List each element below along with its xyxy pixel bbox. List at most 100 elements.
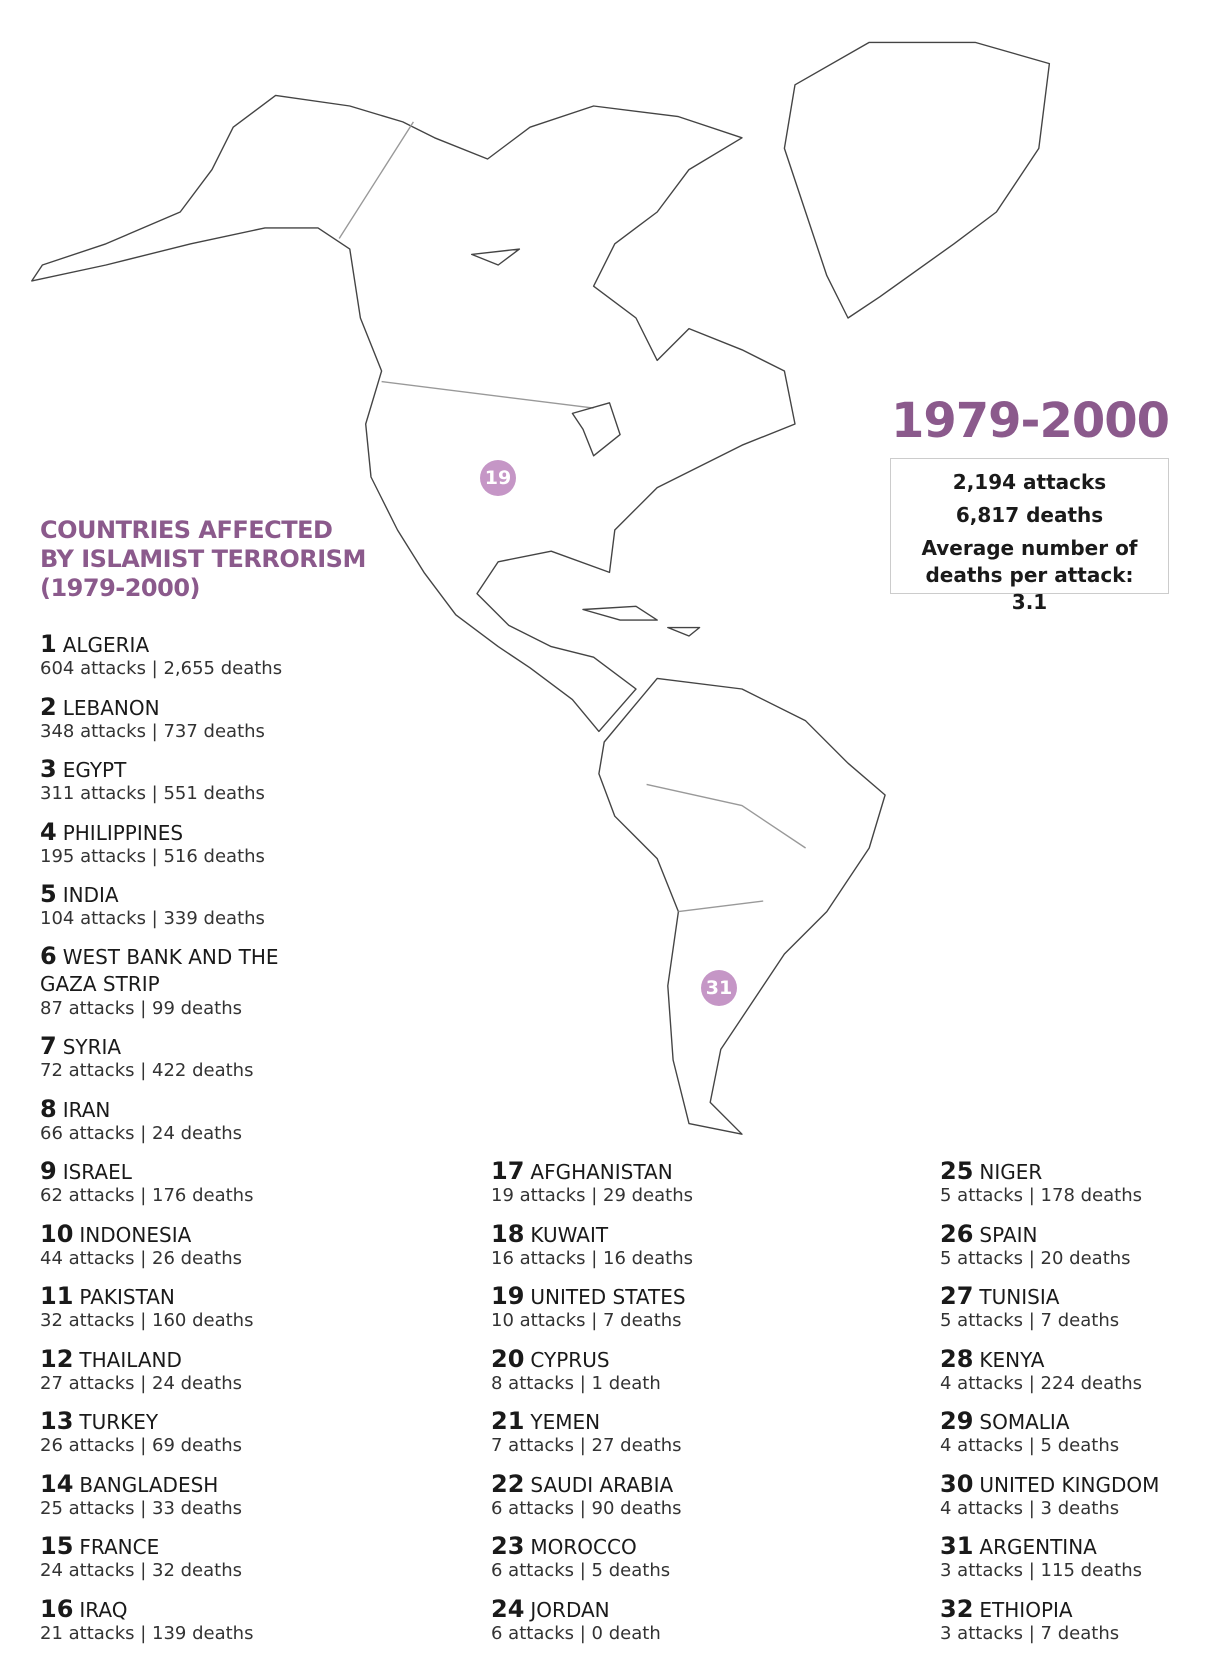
rank: 16 bbox=[40, 1594, 74, 1623]
country-heading: 5 INDIA bbox=[40, 880, 265, 908]
south-america bbox=[598, 677, 886, 1135]
country-entry: 25 NIGER 5 attacks | 178 deaths bbox=[940, 1157, 1142, 1206]
country-name: PHILIPPINES bbox=[62, 820, 184, 845]
country-entry: 10 INDONESIA 44 attacks | 26 deaths bbox=[40, 1220, 242, 1269]
country-entry: 16 IRAQ 21 attacks | 139 deaths bbox=[40, 1595, 253, 1644]
country-entry: 15 FRANCE 24 attacks | 32 deaths bbox=[40, 1532, 242, 1581]
great-lakes bbox=[471, 248, 621, 457]
map bbox=[31, 41, 1051, 1135]
period: 1979-2000 bbox=[890, 393, 1170, 449]
country-heading: 23 MOROCCO bbox=[491, 1532, 670, 1560]
rank: 21 bbox=[491, 1407, 525, 1435]
country-name: TURKEY bbox=[79, 1410, 159, 1434]
country-heading: 14 BANGLADESH bbox=[40, 1470, 242, 1498]
stat: Average number of deaths per attack: 3.1 bbox=[921, 536, 1138, 614]
rank: 12 bbox=[40, 1344, 74, 1373]
country-name: YEMEN bbox=[530, 1410, 601, 1434]
country-heading: 32 ETHIOPIA bbox=[940, 1595, 1119, 1623]
country-heading: 16 IRAQ bbox=[40, 1595, 253, 1623]
country-heading: 13 TURKEY bbox=[40, 1407, 242, 1435]
rank: 6 bbox=[40, 941, 57, 970]
country-detail: 6 attacks | 0 death bbox=[491, 1622, 661, 1644]
country-detail: 6 attacks | 5 deaths bbox=[491, 1560, 671, 1581]
country-detail: 311 attacks | 551 deaths bbox=[40, 783, 265, 804]
country-entry: 18 KUWAIT 16 attacks | 16 deaths bbox=[491, 1220, 693, 1269]
map-marker: 31 bbox=[701, 970, 737, 1006]
country-detail: 604 attacks | 2,655 deaths bbox=[40, 658, 283, 679]
country-heading: 22 SAUDI ARABIA bbox=[491, 1470, 682, 1498]
country-detail: 10 attacks | 7 deaths bbox=[491, 1310, 682, 1331]
north-america bbox=[31, 94, 796, 733]
caribbean bbox=[582, 605, 701, 637]
rank: 28 bbox=[940, 1344, 974, 1373]
country-heading: 31 ARGENTINA bbox=[940, 1532, 1142, 1560]
country-detail: 24 attacks | 32 deaths bbox=[40, 1560, 243, 1581]
country-entry: 12 THAILAND 27 attacks | 24 deaths bbox=[40, 1345, 242, 1394]
country-detail: 5 attacks | 20 deaths bbox=[940, 1247, 1131, 1269]
country-heading: 18 KUWAIT bbox=[491, 1220, 693, 1248]
country-name: KUWAIT bbox=[530, 1222, 609, 1247]
stat: 6,817 deaths bbox=[955, 503, 1104, 527]
country-detail: 62 attacks | 176 deaths bbox=[40, 1185, 254, 1206]
country-heading: 1 ALGERIA bbox=[40, 630, 282, 658]
country-heading: 15 FRANCE bbox=[40, 1532, 242, 1560]
country-entry: 21 YEMEN 7 attacks | 27 deaths bbox=[491, 1407, 682, 1456]
rank: 9 bbox=[40, 1157, 57, 1185]
country-entry: 31 ARGENTINA 3 attacks | 115 deaths bbox=[940, 1532, 1142, 1581]
country-name: INDIA bbox=[62, 883, 119, 907]
country-entry: 4 PHILIPPINES 195 attacks | 516 deaths bbox=[40, 818, 265, 867]
country-detail: 5 attacks | 178 deaths bbox=[940, 1185, 1143, 1206]
country-name: CYPRUS bbox=[530, 1347, 610, 1372]
country-heading: 25 NIGER bbox=[940, 1157, 1142, 1185]
country-entry: 3 EGYPT 311 attacks | 551 deaths bbox=[40, 755, 265, 804]
rank: 31 bbox=[940, 1532, 974, 1560]
country-name: ETHIOPIA bbox=[979, 1597, 1073, 1622]
country-name: ALGERIA bbox=[62, 633, 150, 657]
country-entry: 8 IRAN 66 attacks | 24 deaths bbox=[40, 1095, 242, 1144]
country-detail: 6 attacks | 90 deaths bbox=[491, 1497, 682, 1519]
country-entry: 1 ALGERIA 604 attacks | 2,655 deaths bbox=[40, 630, 282, 679]
country-detail: 25 attacks | 33 deaths bbox=[40, 1497, 243, 1519]
country-detail: 16 attacks | 16 deaths bbox=[491, 1247, 694, 1269]
country-detail: 27 attacks | 24 deaths bbox=[40, 1372, 243, 1394]
country-name: FRANCE bbox=[79, 1535, 160, 1559]
rank: 30 bbox=[940, 1469, 974, 1498]
country-name: IRAQ bbox=[79, 1597, 128, 1622]
rank: 13 bbox=[40, 1407, 74, 1435]
rank: 7 bbox=[40, 1032, 57, 1060]
country-detail: 8 attacks | 1 death bbox=[491, 1372, 661, 1394]
rank: 24 bbox=[491, 1594, 525, 1623]
rank: 27 bbox=[940, 1282, 974, 1310]
map-marker: 19 bbox=[480, 460, 516, 496]
country-name: UNITED STATES bbox=[530, 1285, 686, 1309]
country-entry: 23 MOROCCO 6 attacks | 5 deaths bbox=[491, 1532, 670, 1581]
country-name: WEST BANK AND THE GAZA STRIP bbox=[40, 944, 279, 996]
country-heading: 24 JORDAN bbox=[491, 1595, 661, 1623]
country-entry: 11 PAKISTAN 32 attacks | 160 deaths bbox=[40, 1282, 253, 1331]
rank: 4 bbox=[40, 817, 57, 846]
country-detail: 4 attacks | 5 deaths bbox=[940, 1435, 1120, 1456]
country-name: KENYA bbox=[979, 1347, 1045, 1372]
country-heading: 11 PAKISTAN bbox=[40, 1282, 253, 1310]
country-name: TUNISIA bbox=[979, 1285, 1060, 1309]
country-detail: 21 attacks | 139 deaths bbox=[40, 1622, 254, 1644]
stats-box: 2,194 attacks 6,817 deaths Average numbe… bbox=[890, 458, 1169, 614]
country-name: LEBANON bbox=[62, 695, 160, 720]
country-detail: 3 attacks | 7 deaths bbox=[940, 1622, 1120, 1644]
title-line: COUNTRIES AFFECTED bbox=[40, 516, 333, 544]
greenland bbox=[783, 41, 1051, 319]
country-detail: 4 attacks | 3 deaths bbox=[940, 1497, 1120, 1519]
rank: 11 bbox=[40, 1282, 74, 1310]
stat: 2,194 attacks bbox=[952, 470, 1107, 494]
country-name: THAILAND bbox=[79, 1347, 182, 1372]
country-heading: 17 AFGHANISTAN bbox=[491, 1157, 693, 1185]
country-detail: 195 attacks | 516 deaths bbox=[40, 845, 265, 867]
country-name: PAKISTAN bbox=[79, 1285, 175, 1309]
country-heading: 6 WEST BANK AND THE GAZA STRIP bbox=[40, 941, 290, 998]
country-entry: 14 BANGLADESH 25 attacks | 33 deaths bbox=[40, 1470, 242, 1519]
country-heading: 9 ISRAEL bbox=[40, 1157, 253, 1185]
country-entry: 2 LEBANON 348 attacks | 737 deaths bbox=[40, 693, 265, 742]
country-entry: 24 JORDAN 6 attacks | 0 death bbox=[491, 1595, 661, 1644]
country-detail: 32 attacks | 160 deaths bbox=[40, 1310, 254, 1331]
